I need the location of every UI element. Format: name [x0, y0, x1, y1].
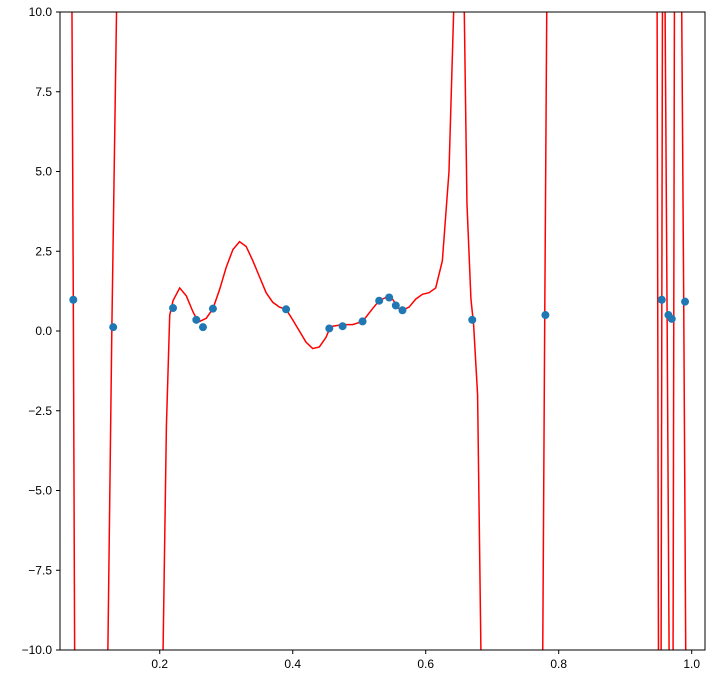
x-tick-label: 0.2 — [151, 657, 168, 671]
chart-container: 0.2 0.4 0.6 0.8 1.0 −10.0 −7.5 −5.0 −2.5 0.0 2.5 5.… — [0, 0, 721, 687]
scatter-point — [658, 296, 666, 304]
scatter-point — [392, 301, 400, 309]
scatter-point — [69, 296, 77, 304]
scatter-point — [375, 297, 383, 305]
y-tick-label: 10.0 — [29, 5, 53, 19]
scatter-point — [668, 315, 676, 323]
y-tick-label: 7.5 — [35, 85, 52, 99]
scatter-point — [282, 305, 290, 313]
x-tick-label: 0.4 — [284, 657, 301, 671]
scatter-point — [541, 311, 549, 319]
scatter-point — [468, 316, 476, 324]
y-tick-label: −7.5 — [28, 563, 52, 577]
y-tick-label: 2.5 — [35, 244, 52, 258]
scatter-point — [169, 304, 177, 312]
x-tick-label: 1.0 — [683, 657, 700, 671]
scatter-point — [681, 298, 689, 306]
y-tick-label: 5.0 — [35, 165, 52, 179]
scatter-point — [339, 322, 347, 330]
y-tick-label: −10.0 — [22, 643, 53, 657]
scatter-point — [359, 317, 367, 325]
scatter-point — [398, 306, 406, 314]
x-tick-label: 0.6 — [417, 657, 434, 671]
y-tick-label: −5.0 — [28, 484, 52, 498]
y-tick-label: −2.5 — [28, 404, 52, 418]
scatter-point — [209, 305, 217, 313]
scatter-point — [385, 294, 393, 302]
y-tick-label: 0.0 — [35, 324, 52, 338]
scatter-point — [199, 323, 207, 331]
x-tick-label: 0.8 — [550, 657, 567, 671]
scatter-point — [109, 323, 117, 331]
scatter-point — [325, 324, 333, 332]
scatter-point — [192, 316, 200, 324]
chart-svg: 0.2 0.4 0.6 0.8 1.0 −10.0 −7.5 −5.0 −2.5 0.0 2.5 5.… — [0, 0, 721, 687]
